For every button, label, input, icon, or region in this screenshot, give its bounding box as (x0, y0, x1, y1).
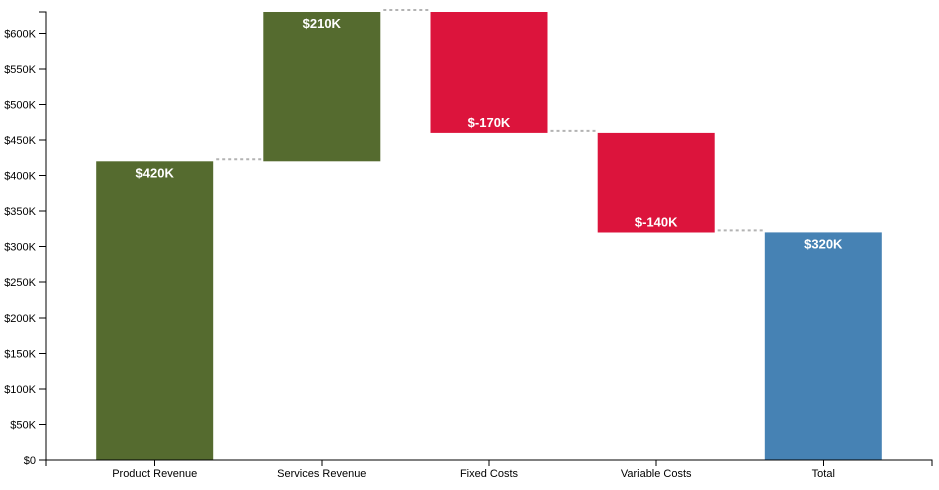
y-axis-tick-label: $150K (4, 348, 36, 360)
bars (96, 12, 882, 461)
y-axis-tick-label: $50K (10, 419, 36, 431)
y-axis-domain-line (39, 11, 47, 460)
y-axis-tick-label: $400K (4, 171, 36, 183)
y-axis-tick-label: $100K (4, 384, 36, 396)
x-axis-category-label: Total (812, 468, 835, 480)
bar-value-label: $-170K (468, 115, 511, 130)
connector-lines (216, 9, 763, 232)
y-axis: $0 $50K $100K $150K $200K $250K $300K $350K $400… (4, 11, 47, 467)
bar-value-label: $210K (303, 16, 342, 31)
x-axis-category-label: Fixed Costs (460, 468, 519, 480)
bar-total (764, 232, 882, 460)
bar-value-labels: $420K $210K $-170K $-140K $320K (136, 16, 844, 251)
y-axis-tick-label: $0 (24, 455, 36, 467)
bar-fixed-costs (430, 12, 548, 133)
y-axis-tick-label: $250K (4, 277, 36, 289)
y-axis-tick-label: $550K (4, 64, 36, 76)
y-axis-tick-label: $200K (4, 313, 36, 325)
y-axis-tick-label: $350K (4, 206, 36, 218)
y-axis-tick-label: $300K (4, 242, 36, 254)
bar-variable-costs (597, 132, 715, 233)
bar-value-label: $320K (804, 236, 843, 251)
x-axis-category-label: Variable Costs (621, 468, 692, 480)
bar-services-revenue (263, 12, 381, 162)
y-axis-tick-label: $450K (4, 135, 36, 147)
x-axis: Product Revenue Services Revenue Fixed Cos… (45, 459, 933, 480)
x-axis-category-label: Services Revenue (277, 468, 366, 480)
x-axis-category-label: Product Revenue (112, 468, 197, 480)
bar-value-label: $-140K (635, 214, 678, 229)
y-axis-tick-label: $600K (4, 28, 36, 40)
bar-value-label: $420K (136, 165, 175, 180)
y-axis-tick-label: $500K (4, 99, 36, 111)
bar-product-revenue (96, 161, 214, 461)
